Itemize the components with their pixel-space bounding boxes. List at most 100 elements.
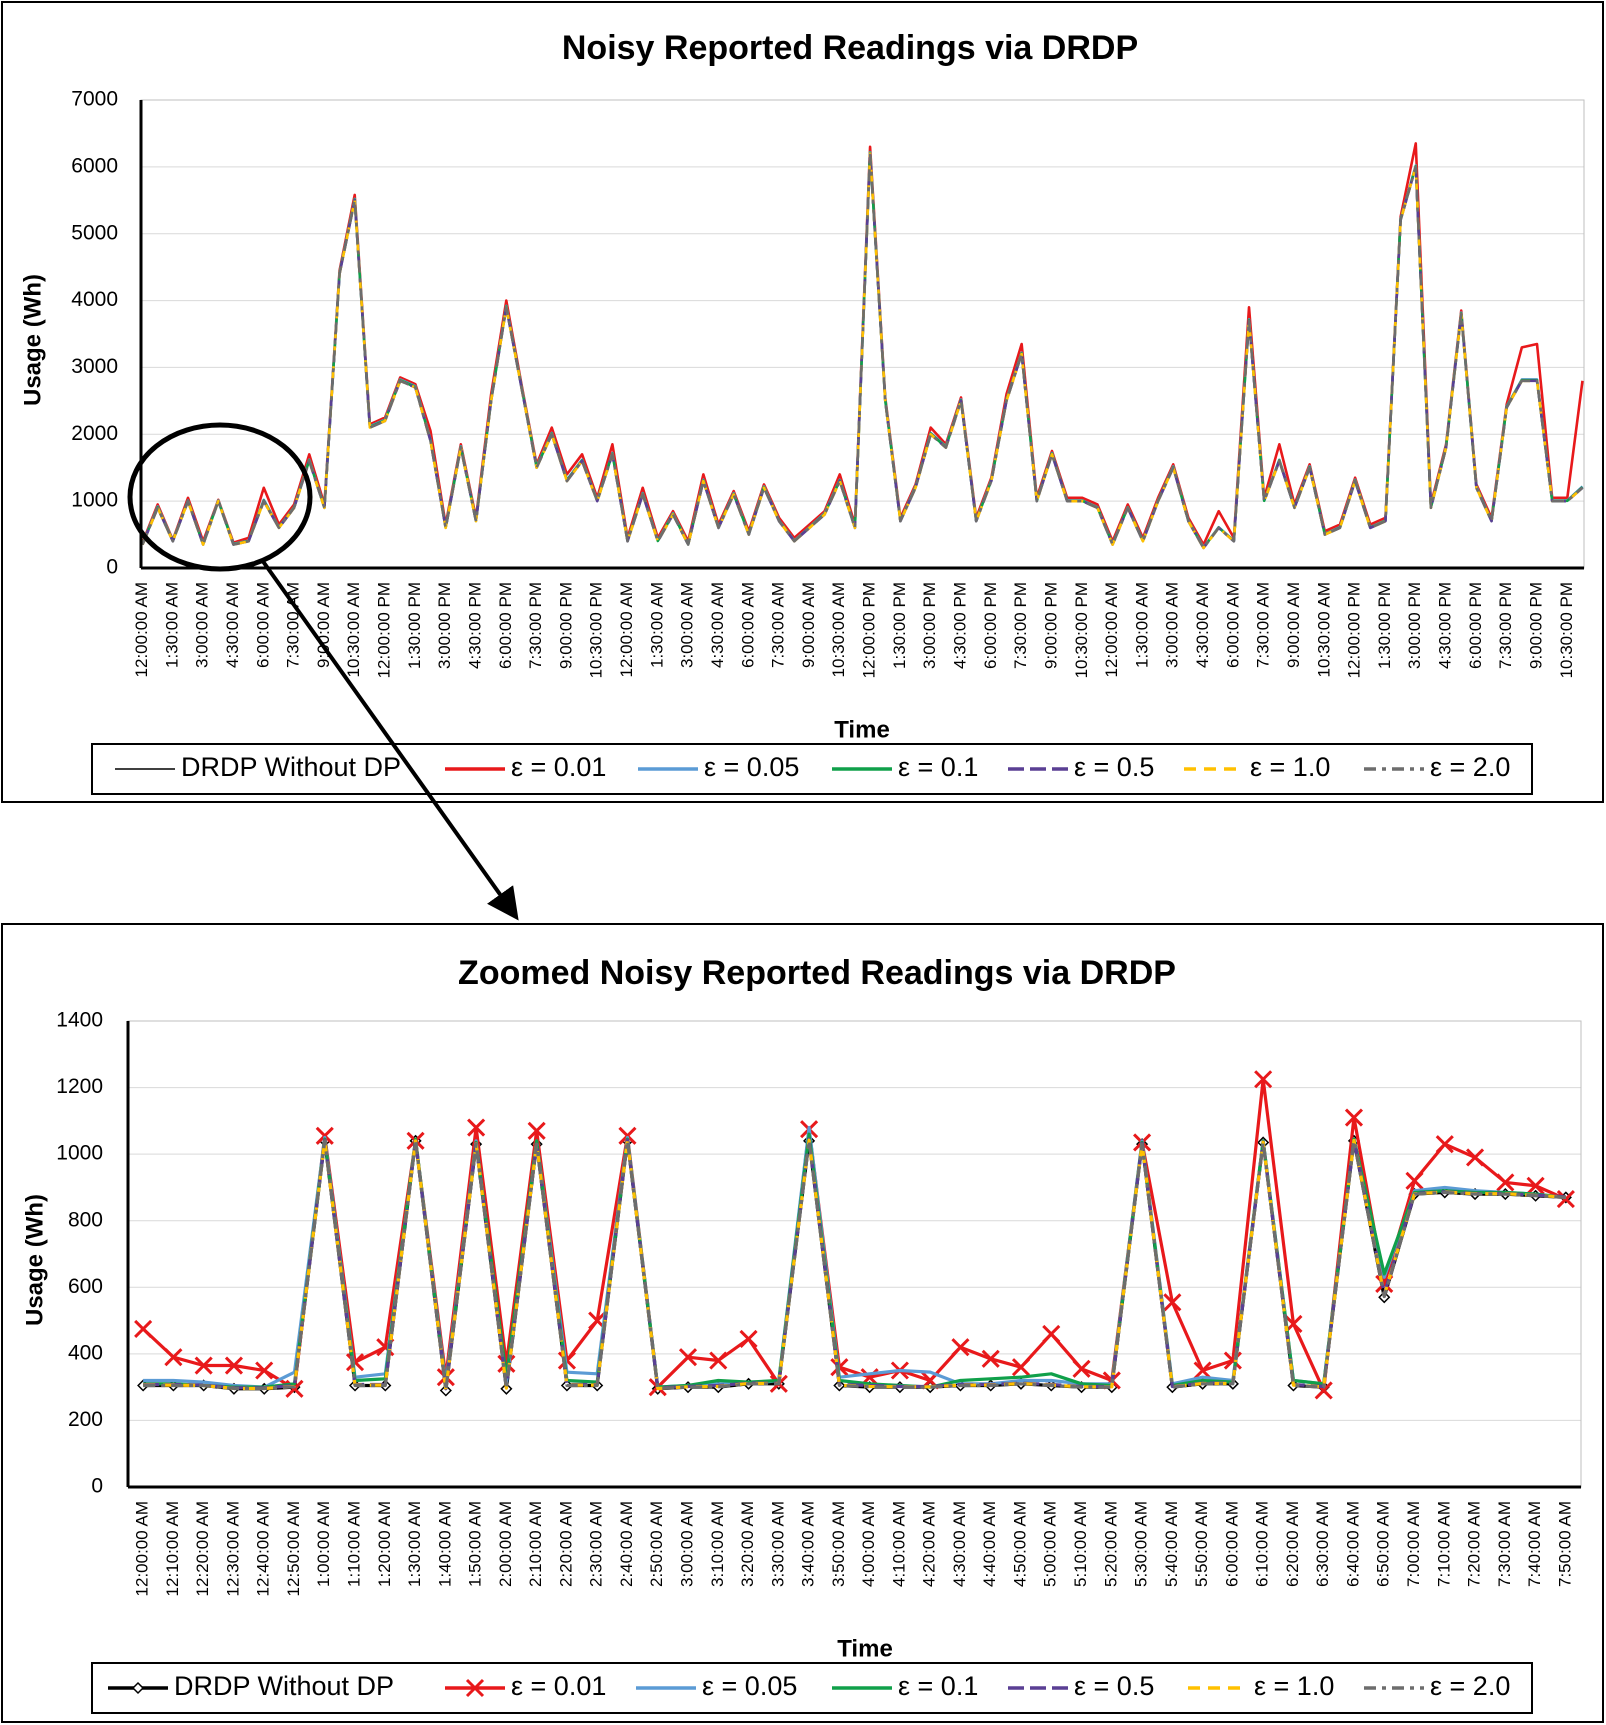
x-tick-label: 4:30:00 AM [708, 582, 727, 668]
x-tick-label: 1:30:00 PM [405, 582, 424, 669]
x-tick-label: 10:30:00 AM [344, 582, 363, 677]
legend-label: ε = 0.1 [898, 752, 978, 782]
x-tick-label: 1:30:00 PM [1375, 582, 1394, 669]
marker [1344, 1108, 1364, 1127]
marker [1223, 1351, 1242, 1370]
x-tick-label: 3:10:00 AM [708, 1501, 727, 1587]
marker [618, 1126, 637, 1145]
marker [255, 1361, 274, 1380]
x-tick-label: 3:00:00 AM [678, 582, 697, 668]
x-tick-label: 4:30:00 PM [951, 582, 970, 669]
x-tick-label: 7:30:00 PM [1011, 582, 1030, 669]
x-tick-label: 6:00:00 AM [738, 582, 757, 668]
marker [981, 1349, 1000, 1368]
marker [1465, 1148, 1485, 1167]
marker [739, 1329, 758, 1348]
x-tick-label: 3:00:00 AM [1163, 582, 1182, 668]
x-tick-label: 3:30:00 AM [768, 1501, 787, 1587]
legend-label: ε = 0.05 [702, 1671, 797, 1701]
y-tick-label: 6000 [71, 154, 118, 177]
x-tick-label: 5:50:00 AM [1192, 1501, 1211, 1587]
marker [1011, 1358, 1031, 1377]
zoom-arrow [260, 558, 519, 921]
x-tick-label: 7:30:00 AM [1495, 1501, 1514, 1587]
x-tick-label: 4:50:00 AM [1010, 1501, 1029, 1587]
x-tick-label: 10:30:00 PM [587, 582, 606, 678]
x-tick-label: 9:00:00 PM [1041, 582, 1060, 669]
y-axis-title: Usage (Wh) [21, 1194, 48, 1326]
x-tick-label: 6:00:00 PM [496, 582, 515, 669]
x-tick-label: 3:00:00 PM [1405, 582, 1424, 669]
marker [1405, 1171, 1424, 1190]
y-tick-label: 400 [68, 1341, 103, 1364]
x-tick-label: 12:50:00 AM [284, 1501, 303, 1596]
x-tick-label: 6:00:00 PM [981, 582, 1000, 669]
marker [194, 1356, 213, 1375]
marker [1496, 1173, 1515, 1192]
marker [951, 1338, 970, 1357]
x-tick-label: 7:30:00 PM [526, 582, 545, 669]
x-tick-label: 7:50:00 AM [1555, 1501, 1574, 1587]
legend-marker [131, 1681, 145, 1695]
chart-frame [1, 923, 1604, 1723]
x-tick-label: 7:10:00 AM [1434, 1501, 1453, 1587]
legend-label: DRDP Without DP [174, 1671, 394, 1701]
legend-label: DRDP Without DP [181, 752, 401, 782]
x-tick-label: 9:00:00 AM [1284, 582, 1303, 668]
marker [1193, 1361, 1212, 1380]
y-tick-label: 5000 [71, 221, 118, 244]
legend-label: ε = 2.0 [1430, 1671, 1510, 1701]
legend-label: ε = 0.5 [1074, 1671, 1154, 1701]
y-tick-label: 4000 [71, 288, 118, 311]
x-tick-label: 4:40:00 AM [980, 1501, 999, 1587]
x-tick-label: 12:20:00 AM [193, 1501, 212, 1596]
x-tick-label: 6:00:00 AM [1223, 582, 1242, 668]
x-tick-label: 3:50:00 AM [829, 1501, 848, 1587]
marker [1072, 1359, 1091, 1378]
marker [164, 1348, 183, 1367]
x-tick-label: 4:30:00 PM [1436, 582, 1455, 669]
x-tick-label: 1:30:00 AM [405, 1501, 424, 1587]
x-tick-label: 3:20:00 AM [738, 1501, 757, 1587]
marker [1254, 1070, 1273, 1089]
x-tick-label: 6:00:00 AM [253, 582, 272, 668]
x-tick-label: 2:50:00 AM [647, 1501, 666, 1587]
x-tick-label: 12:30:00 AM [223, 1501, 242, 1596]
legend-marker [465, 1678, 485, 1698]
y-tick-label: 0 [91, 1475, 103, 1498]
x-tick-label: 6:00:00 AM [1222, 1501, 1241, 1587]
x-tick-label: 2:20:00 AM [556, 1501, 575, 1587]
zoom-ellipse [127, 422, 313, 572]
series-line [141, 152, 1584, 550]
x-tick-label: 4:30:00 AM [950, 1501, 969, 1587]
x-tick-label: 1:30:00 PM [890, 582, 909, 669]
x-tick-label: 4:00:00 AM [859, 1501, 878, 1587]
x-tick-label: 9:00:00 PM [556, 582, 575, 669]
marker [497, 1354, 516, 1373]
x-tick-label: 4:30:00 AM [223, 582, 242, 668]
series-line [141, 152, 1584, 550]
x-tick-label: 12:00:00 AM [133, 1501, 152, 1596]
x-tick-label: 12:00:00 PM [860, 582, 879, 678]
marker [678, 1348, 698, 1367]
y-tick-label: 3000 [71, 355, 118, 378]
legend-label: ε = 0.1 [898, 1671, 978, 1701]
marker [1435, 1135, 1454, 1154]
x-tick-label: 7:20:00 AM [1465, 1501, 1484, 1587]
x-tick-label: 9:00:00 AM [314, 582, 333, 668]
x-tick-label: 1:20:00 AM [375, 1501, 394, 1587]
x-tick-label: 1:50:00 AM [466, 1501, 485, 1587]
x-tick-label: 10:30:00 AM [829, 582, 848, 677]
x-tick-label: 12:00:00 AM [132, 582, 151, 677]
x-tick-label: 1:10:00 AM [345, 1501, 364, 1587]
marker [1556, 1190, 1575, 1209]
x-tick-label: 3:00:00 AM [677, 1501, 696, 1587]
x-tick-label: 10:30:00 PM [1072, 582, 1091, 678]
x-tick-label: 4:30:00 PM [465, 582, 484, 669]
y-tick-label: 600 [68, 1275, 103, 1298]
marker [1042, 1324, 1061, 1343]
chart-title: Zoomed Noisy Reported Readings via DRDP [458, 954, 1176, 992]
x-tick-label: 2:10:00 AM [526, 1501, 545, 1587]
marker [1526, 1176, 1545, 1195]
